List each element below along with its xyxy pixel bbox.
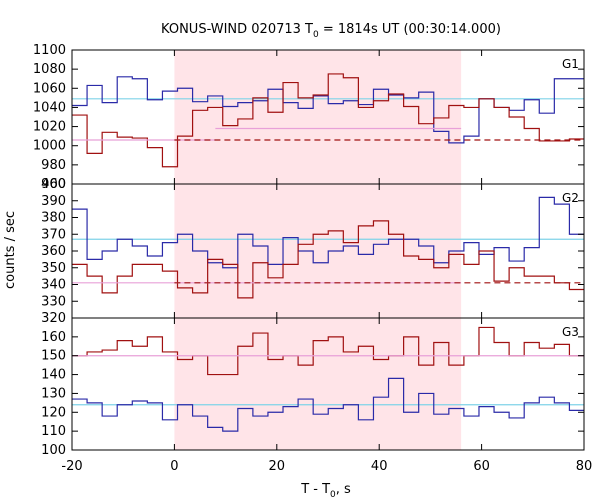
y-tick-label: 1100 xyxy=(33,43,66,58)
y-tick-label: 360 xyxy=(41,244,66,259)
shaded-interval xyxy=(174,184,462,318)
plot-area xyxy=(72,196,584,299)
y-tick-label: 130 xyxy=(41,386,66,401)
panel-label: G3 xyxy=(562,325,579,339)
y-axis-label: counts / sec xyxy=(3,211,18,289)
y-tick-label: 370 xyxy=(41,227,66,242)
x-axis-label: T - T0, s xyxy=(300,482,351,500)
y-tick-label: 400 xyxy=(41,177,66,192)
panel-g3: 100 110 120 130 140 150 160 G3 xyxy=(41,317,585,458)
panels-group: 960980100010201040106010801100G132033034… xyxy=(33,43,593,474)
y-tick-label: 1040 xyxy=(33,100,66,115)
y-tick-label: 1000 xyxy=(33,139,66,154)
series-blue-step xyxy=(72,196,584,269)
series-red-step xyxy=(72,73,584,168)
x-tick-label: 80 xyxy=(576,459,593,474)
y-tick-label: 960 xyxy=(41,177,66,192)
x-tick-label: 60 xyxy=(473,459,490,474)
y-tick-label: 1020 xyxy=(33,120,66,135)
panel-label: G1 xyxy=(562,57,579,71)
y-tick-label: 380 xyxy=(41,211,66,226)
x-tick-label: 0 xyxy=(170,459,178,474)
y-tick-label: 160 xyxy=(41,330,66,345)
x-tick-label: -20 xyxy=(61,459,82,474)
plot-area xyxy=(72,326,584,432)
series-red-step xyxy=(72,220,584,299)
y-tick-label: 980 xyxy=(41,158,66,173)
y-tick-label: 320 xyxy=(41,311,66,326)
y-tick-label: 100 xyxy=(41,443,66,458)
y-tick-label: 340 xyxy=(41,278,66,293)
x-tick-label: 40 xyxy=(371,459,388,474)
y-tick-label: 1080 xyxy=(33,62,66,77)
series-blue-step xyxy=(72,377,584,432)
y-tick-label: 110 xyxy=(41,424,66,439)
y-tick-label: 150 xyxy=(41,349,66,364)
panel-label: G2 xyxy=(562,191,579,205)
chart-title: KONUS-WIND 020713 T0 = 1814s UT (00:30:1… xyxy=(161,22,501,40)
plot-area xyxy=(72,73,584,168)
x-tick-label: 20 xyxy=(269,459,286,474)
panel-g1: 960 980 1000 1020 1040 1060 1080 1100 G1 xyxy=(33,43,585,192)
panel-frame xyxy=(71,317,585,451)
series-red-step xyxy=(72,326,584,376)
y-tick-label: 120 xyxy=(41,405,66,420)
y-tick-label: 350 xyxy=(41,261,66,276)
y-tick-label: 140 xyxy=(41,368,66,383)
y-tick-label: 330 xyxy=(41,294,66,309)
y-tick-label: 390 xyxy=(41,194,66,209)
y-tick-label: 1060 xyxy=(33,81,66,96)
